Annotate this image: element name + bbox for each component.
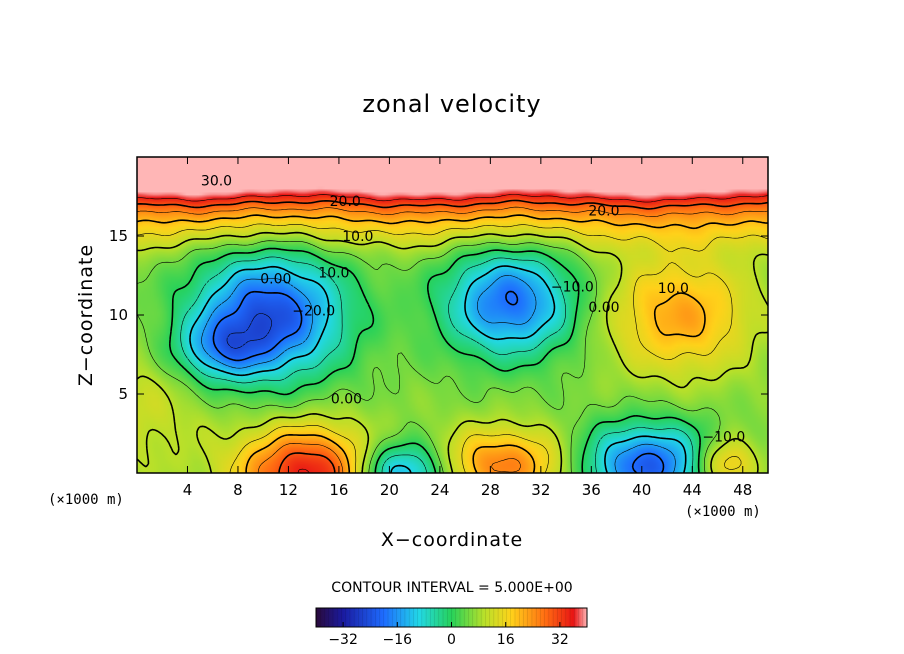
contour-label: −10.0 [702,430,745,446]
contour-line [137,240,721,473]
x-tick-label: 28 [481,481,500,499]
colorbar-tick-label: −32 [328,632,358,648]
contour-line [189,265,687,473]
contour-line [137,231,768,473]
colorbar-tick-label: 16 [497,632,515,648]
colorbar-ticks: −32 −16 0 16 32 [328,622,569,648]
contour-label: 10.0 [342,229,373,245]
y-axis-ticks: 5 10 15 [109,227,768,403]
x-tick-label: 44 [683,481,702,499]
plot-area: 30.020.020.010.010.00.00−20.0−10.00.0010… [136,156,769,474]
x-tick-label: 8 [233,481,243,499]
chart-title: zonal velocity [362,90,541,118]
contour-line [137,206,768,473]
contour-line [137,214,768,473]
x-axis-label: X−coordinate [381,529,523,551]
contour-line [137,199,768,473]
contour-interval-note: CONTOUR INTERVAL = 5.000E+00 [331,580,572,596]
contour-line [226,313,272,349]
x-tick-label: 32 [531,481,550,499]
contour-label: 30.0 [201,174,232,190]
contour-line [201,275,676,473]
contour-label: −10.0 [551,280,594,296]
colorbar-segments [319,608,584,627]
contour-label: 0.00 [588,300,619,316]
x-tick-label: 36 [582,481,601,499]
x-tick-label: 24 [430,481,449,499]
contour-labels: 30.020.020.010.010.00.00−20.0−10.00.0010… [201,174,745,446]
colorbar: −32 −16 0 16 32 [315,607,588,648]
contour-label: 10.0 [318,265,349,281]
contour-line [137,194,768,473]
contour-line [169,247,701,473]
contour-line [212,290,665,473]
x-tick-label: 48 [733,481,752,499]
x-axis-ticks: 4 8 12 16 20 24 28 32 36 40 44 48 [183,157,752,499]
contour-label: 0.00 [260,272,291,288]
x-tick-label: 40 [632,481,651,499]
contour-lines [137,194,768,473]
x-unit-right: (×1000 m) [685,504,761,520]
contour-label: 0.00 [331,392,362,408]
contour-label: −20.0 [292,303,335,319]
colorbar-gradient [316,608,587,627]
contour-label: 20.0 [330,194,361,210]
x-tick-label: 4 [183,481,193,499]
x-unit-left: (×1000 m) [48,492,124,508]
y-axis-label: Z−coordinate [75,244,97,386]
colorbar-tick-label: −16 [383,632,413,648]
x-tick-label: 16 [329,481,348,499]
contour-label: 10.0 [658,281,689,297]
x-tick-label: 20 [380,481,399,499]
colorbar-tick-label: 32 [551,632,569,648]
y-tick-label: 10 [109,306,128,324]
contour-line [180,256,694,473]
contour-line [137,223,768,473]
y-tick-label: 15 [109,227,128,245]
y-tick-label: 5 [118,385,128,403]
x-tick-label: 12 [279,481,298,499]
contour-label: 20.0 [588,204,619,220]
colorbar-tick-label: 0 [447,632,456,648]
